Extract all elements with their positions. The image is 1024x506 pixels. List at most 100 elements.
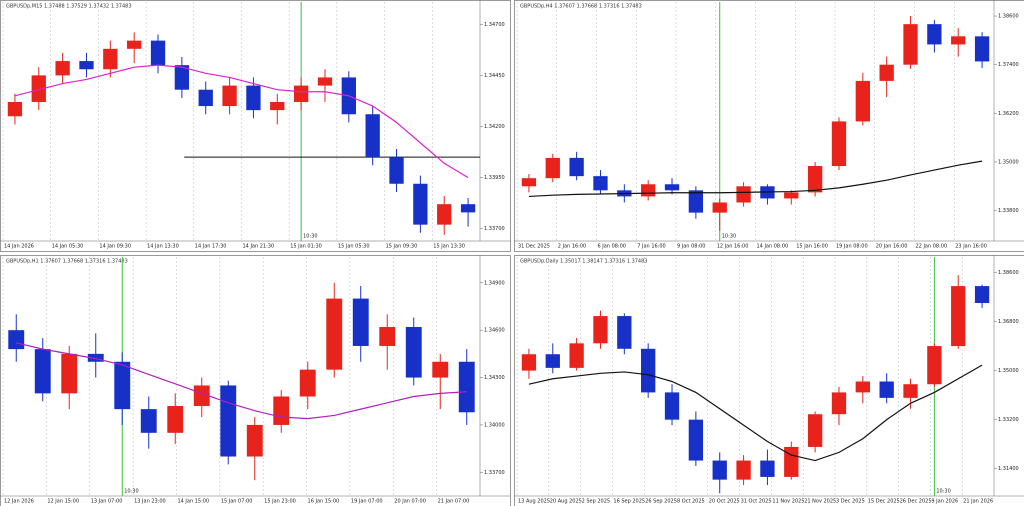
price-label: 1.37400	[998, 62, 1019, 68]
time-label: 20 Jan 16:00	[876, 244, 908, 250]
time-label: 14 Jan 09:30	[99, 244, 131, 250]
candle-body	[927, 346, 942, 385]
candle-body	[34, 349, 51, 394]
vertical-marker-label: 10:30	[936, 489, 950, 495]
time-label: 12 Jan 2026	[4, 499, 34, 505]
time-label: 19 Jan 07:00	[351, 499, 383, 505]
candle-body	[460, 204, 476, 213]
candle-body	[593, 316, 608, 344]
price-label: 1.34200	[484, 124, 505, 130]
candle-body	[114, 361, 131, 410]
candle-body	[545, 354, 560, 368]
candle-body	[688, 419, 704, 461]
candle-body	[432, 361, 449, 378]
candle-body	[784, 192, 799, 199]
candle-body	[140, 409, 157, 433]
price-label: 1.34700	[484, 22, 505, 28]
time-label: 7 Jan 16:00	[637, 244, 665, 250]
time-label: 26 Sep 2025	[645, 499, 677, 505]
candle-body	[807, 414, 823, 447]
candle-body	[521, 178, 537, 187]
time-label: 6 Jan 08:00	[598, 244, 626, 250]
candle-body	[87, 353, 104, 362]
candle-body	[413, 183, 428, 225]
candle-body	[903, 24, 918, 65]
price-label: 1.33800	[998, 208, 1019, 214]
candle-body	[198, 89, 213, 107]
candle-body	[664, 392, 680, 420]
panel-frame	[0, 255, 511, 506]
price-label: 1.34000	[484, 422, 505, 428]
candle-body	[879, 64, 894, 81]
candle-body	[903, 384, 918, 398]
candle-body	[545, 157, 560, 179]
candle-body	[458, 361, 475, 413]
time-label: 21 Jan 07:00	[438, 499, 470, 505]
time-label: 15 Jan 23:00	[264, 499, 296, 505]
candle-body	[712, 202, 727, 213]
candle-body	[974, 36, 990, 62]
candle-body	[103, 48, 118, 70]
candle-body	[365, 114, 380, 158]
candle-body	[855, 80, 870, 122]
price-label: 1.33200	[998, 417, 1019, 423]
price-label: 1.35000	[998, 368, 1019, 374]
price-label: 1.35000	[998, 159, 1019, 165]
candle-body	[379, 327, 396, 346]
time-label: 3 Dec 2025	[836, 499, 865, 505]
candle-body	[127, 40, 142, 49]
time-label: 16 Sep 2025	[613, 499, 645, 505]
candle-body	[521, 354, 537, 371]
panel-frame	[514, 0, 1024, 252]
moving-average	[528, 160, 983, 198]
time-label: 9 Jan 08:00	[677, 244, 705, 250]
time-label: 19 Jan 08:00	[836, 244, 868, 250]
candle-body	[807, 166, 823, 193]
candle-body	[61, 353, 78, 394]
time-label: 14 Jan 15:00	[177, 499, 209, 505]
candle-body	[831, 392, 847, 415]
candle-body	[688, 190, 704, 213]
price-label: 1.38600	[998, 270, 1019, 276]
time-label: 14 Jan 13:30	[147, 244, 179, 250]
time-label: 12 Jan 16:00	[717, 244, 749, 250]
candle-body	[736, 460, 751, 480]
candle-body	[270, 101, 285, 111]
candle-body	[760, 460, 775, 477]
candle-body	[220, 385, 237, 457]
vertical-marker-label: 10:30	[124, 489, 138, 495]
price-label: 1.36800	[998, 319, 1019, 325]
price-label: 1.34600	[484, 328, 505, 334]
candle-body	[299, 369, 316, 397]
time-label: 2 Jan 16:00	[558, 244, 586, 250]
time-label: 9 Jan 2026	[931, 499, 958, 505]
candle-body	[174, 65, 190, 90]
price-label: 1.34300	[484, 375, 505, 381]
time-label: 14 Jan 2026	[4, 244, 34, 250]
candle-body	[246, 424, 263, 457]
time-label: 15 Dec 2025	[868, 499, 900, 505]
vertical-marker-label: 10:30	[303, 234, 317, 240]
candle-body	[167, 405, 184, 433]
candle-body	[222, 85, 237, 107]
candle-body	[641, 348, 656, 393]
moving-average	[14, 64, 469, 179]
price-label: 1.31400	[998, 466, 1019, 472]
time-label: 20 Jan 07:00	[394, 499, 426, 505]
candle-body	[641, 184, 656, 197]
candle-body	[389, 157, 404, 184]
time-label: 14 Jan 08:00	[757, 244, 789, 250]
candle-body	[273, 396, 290, 425]
moving-average	[528, 364, 983, 462]
time-label: 21 Nov 2025	[804, 499, 836, 505]
time-label: 20 Oct 2025	[709, 499, 740, 505]
time-label: 13 Aug 2025	[518, 499, 550, 505]
panel-title: GBPUSDp,M15 1.37488 1.37529 1.37432 1.37…	[6, 4, 132, 10]
time-label: 15 Jan 05:30	[338, 244, 370, 250]
time-label: 15 Jan 13:30	[433, 244, 465, 250]
time-label: 23 Jan 16:00	[955, 244, 987, 250]
candle-body	[879, 381, 894, 398]
time-label: 20 Aug 2025	[550, 499, 582, 505]
